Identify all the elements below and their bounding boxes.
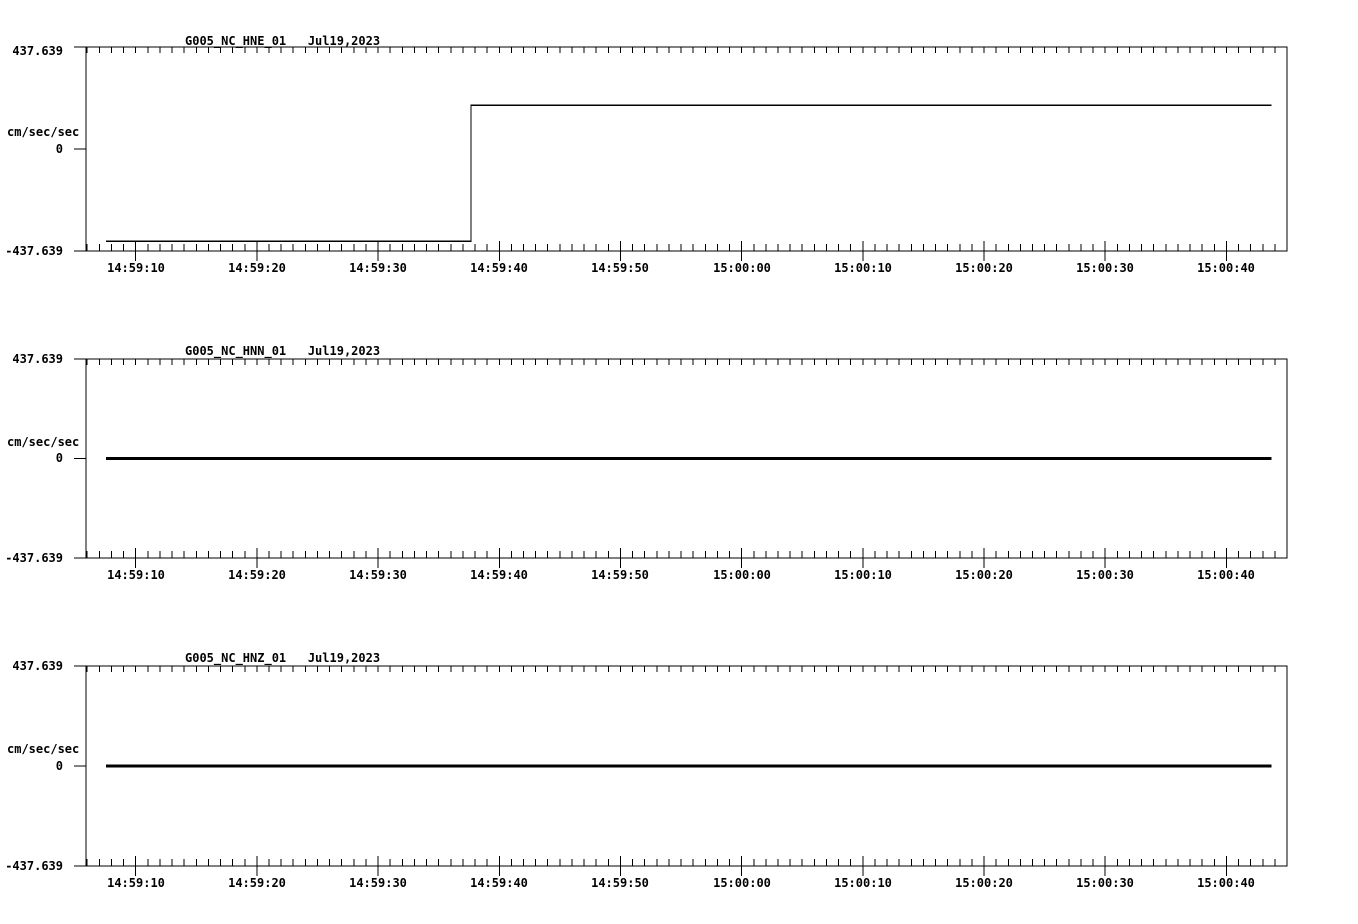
x-tick-label: 15:00:10: [834, 261, 892, 275]
x-tick-label: 14:59:20: [228, 568, 286, 582]
x-tick-label: 15:00:00: [713, 876, 771, 890]
x-tick-label: 15:00:00: [713, 568, 771, 582]
y-tick-label-max: 437.639: [12, 44, 63, 58]
x-tick-label: 15:00:20: [955, 261, 1013, 275]
x-tick-label: 15:00:20: [955, 568, 1013, 582]
x-tick-label: 14:59:30: [349, 261, 407, 275]
y-tick-label-min: -437.639: [5, 551, 63, 565]
x-tick-label: 14:59:20: [228, 261, 286, 275]
x-tick-label: 14:59:30: [349, 876, 407, 890]
x-tick-label: 14:59:50: [591, 876, 649, 890]
y-tick-label-zero: 0: [55, 759, 63, 773]
x-tick-label: 14:59:10: [107, 876, 165, 890]
y-tick-label-min: -437.639: [5, 244, 63, 258]
x-tick-label: 15:00:40: [1197, 876, 1255, 890]
y-tick-label-max: 437.639: [12, 659, 63, 673]
x-tick-label: 14:59:20: [228, 876, 286, 890]
x-tick-label: 14:59:50: [591, 568, 649, 582]
x-tick-label: 15:00:30: [1076, 876, 1134, 890]
chart-title: G005_NC_HNE_01 Jul19,2023: [185, 34, 381, 48]
chart-title: G005_NC_HNN_01 Jul19,2023: [185, 344, 381, 358]
chart-G005_NC_HNN_01: [74, 358, 1288, 568]
y-tick-label-zero: 0: [55, 142, 63, 156]
x-tick-label: 14:59:40: [470, 876, 528, 890]
waveform-trace: [106, 104, 1272, 242]
chart-G005_NC_HNZ_01: [74, 665, 1288, 876]
x-tick-label: 15:00:30: [1076, 261, 1134, 275]
x-tick-label: 14:59:30: [349, 568, 407, 582]
y-tick-label-max: 437.639: [12, 352, 63, 366]
x-tick-label: 15:00:10: [834, 876, 892, 890]
x-tick-label: 14:59:10: [107, 568, 165, 582]
chart-title: G005_NC_HNZ_01 Jul19,2023: [185, 651, 381, 665]
plot-frame: [85, 46, 1288, 252]
y-axis-units-label: cm/sec/sec: [7, 742, 80, 756]
chart-G005_NC_HNE_01: [74, 46, 1288, 261]
x-tick-label: 14:59:40: [470, 568, 528, 582]
y-tick-label-zero: 0: [55, 451, 63, 465]
y-axis-units-label: cm/sec/sec: [7, 435, 80, 449]
x-tick-label: 15:00:00: [713, 261, 771, 275]
axis-ticks: [74, 358, 1288, 568]
x-tick-label: 15:00:10: [834, 568, 892, 582]
x-tick-label: 14:59:50: [591, 261, 649, 275]
x-tick-label: 15:00:20: [955, 876, 1013, 890]
axis-ticks: [74, 665, 1288, 876]
axis-ticks: [74, 46, 1288, 261]
x-tick-label: 15:00:30: [1076, 568, 1134, 582]
y-axis-units-label: cm/sec/sec: [7, 125, 80, 139]
x-tick-label: 15:00:40: [1197, 568, 1255, 582]
x-tick-label: 14:59:40: [470, 261, 528, 275]
x-tick-label: 15:00:40: [1197, 261, 1255, 275]
x-tick-label: 14:59:10: [107, 261, 165, 275]
y-tick-label-min: -437.639: [5, 859, 63, 873]
